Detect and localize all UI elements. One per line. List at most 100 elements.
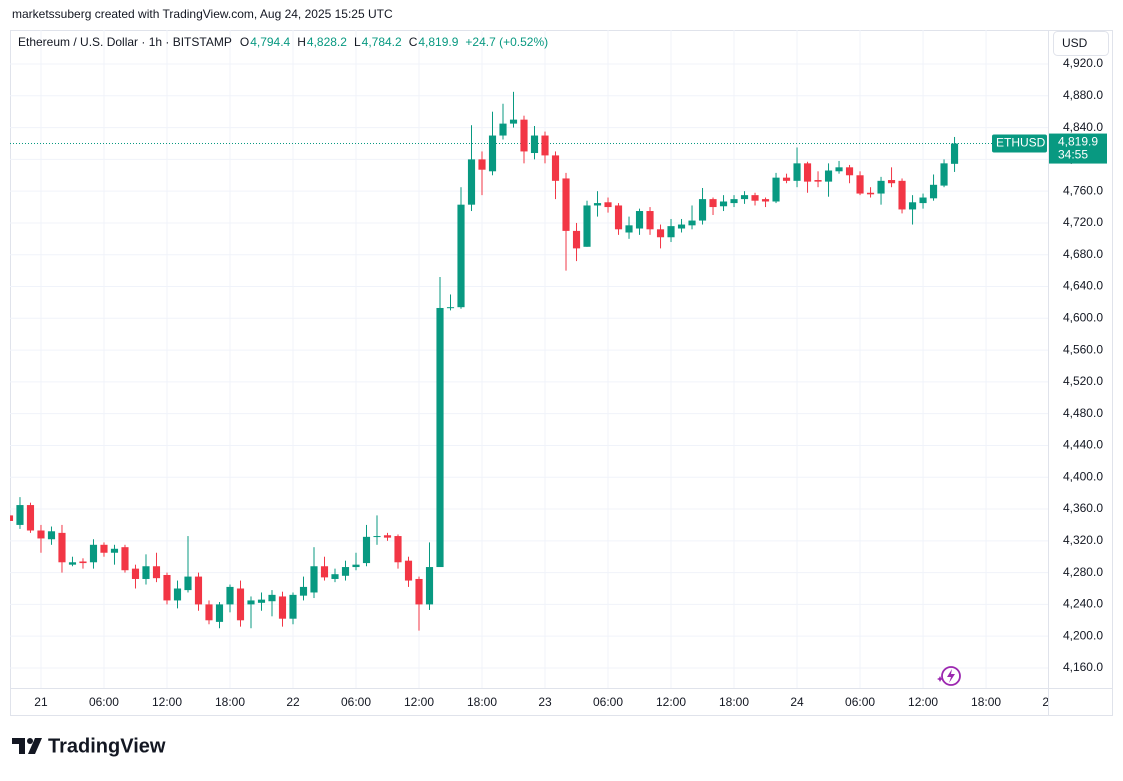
grid <box>10 30 1048 688</box>
brand-name: TradingView <box>48 735 166 757</box>
candle-body <box>730 199 738 204</box>
x-tick-label: 12:00 <box>404 695 434 709</box>
y-tick-label: 4,760.0 <box>1063 183 1103 197</box>
x-tick-label: 21 <box>34 695 48 709</box>
y-tick-label: 4,560.0 <box>1063 342 1103 356</box>
x-tick-label: 06:00 <box>89 695 119 709</box>
candle-body <box>194 576 203 605</box>
y-tick-label: 4,280.0 <box>1063 565 1103 579</box>
candle-body <box>37 530 45 539</box>
candle-body <box>404 560 413 581</box>
x-tick-label: 18:00 <box>971 695 1001 709</box>
candle-body <box>509 119 518 124</box>
candle-body <box>551 155 560 181</box>
candle-body <box>919 197 927 204</box>
x-tick-label: 06:00 <box>593 695 623 709</box>
currency-button-box[interactable] <box>1053 31 1109 56</box>
candle-body <box>677 224 686 229</box>
y-tick-label: 4,400.0 <box>1063 469 1103 483</box>
candle-body <box>950 143 959 164</box>
x-tick-label: 18:00 <box>215 695 245 709</box>
x-tick-label: 24 <box>790 695 804 709</box>
x-tick-label: 18:00 <box>467 695 497 709</box>
currency-button[interactable]: USD <box>1053 31 1109 56</box>
y-tick-label: 4,680.0 <box>1063 247 1103 261</box>
candle-body <box>635 211 644 229</box>
candle-body <box>425 567 434 605</box>
candle-body <box>436 307 444 568</box>
y-tick-label: 4,840.0 <box>1063 120 1103 134</box>
candle-body <box>10 515 14 521</box>
candle-body <box>593 203 602 206</box>
candle-body <box>446 307 455 309</box>
candle-body <box>478 159 486 170</box>
candle-body <box>845 167 854 176</box>
ohlc-value: 4,794.4 <box>250 35 290 49</box>
x-tick-label: 23 <box>538 695 552 709</box>
symbol-title: Ethereum / U.S. Dollar · 1h · BITSTAMP <box>18 35 232 49</box>
y-tick-label: 4,240.0 <box>1063 597 1103 611</box>
price-tag-label: 4,819.9 <box>1058 135 1098 149</box>
candle-body <box>740 195 749 200</box>
frame <box>10 30 1113 716</box>
candle-body <box>373 536 381 538</box>
candle-body <box>362 536 371 564</box>
ohlc-key: H <box>297 35 306 49</box>
candle-body <box>268 594 276 602</box>
candle-body <box>467 159 476 205</box>
candle-body <box>383 535 392 538</box>
ohlc-value: 4,819.9 <box>418 35 458 49</box>
countdown-label: 34:55 <box>1058 148 1088 162</box>
currency-label[interactable]: USD <box>1062 36 1088 50</box>
change-value: +24.7 (+0.52%) <box>465 35 548 49</box>
candle-body <box>803 163 812 182</box>
candle-body <box>751 195 759 201</box>
candle-body <box>898 180 906 210</box>
candle-body <box>131 568 140 579</box>
candle-body <box>583 205 591 247</box>
candle-body <box>331 574 339 579</box>
candle-body <box>929 184 938 199</box>
candle-body <box>415 578 423 605</box>
credit: marketssuberg created with TradingView.c… <box>12 7 393 21</box>
candle-body <box>184 576 192 591</box>
candle-body <box>341 567 350 576</box>
y-tick-label: 4,600.0 <box>1063 310 1103 324</box>
candle-body <box>856 175 864 194</box>
candle-body <box>719 201 728 207</box>
candle-body <box>530 135 539 154</box>
symbol-tag <box>992 134 1047 153</box>
candle-body <box>698 199 707 221</box>
x-tick-label: 12:00 <box>908 695 938 709</box>
x-tick-label: 12:00 <box>152 695 182 709</box>
candle-body <box>152 566 161 579</box>
candle-body <box>814 180 822 182</box>
candle-body <box>58 532 66 563</box>
candle-body <box>68 562 77 565</box>
y-tick-label: 4,160.0 <box>1063 660 1103 674</box>
candle-body <box>488 135 497 172</box>
candle-body <box>16 505 24 525</box>
candle-body <box>908 202 917 210</box>
candle-body <box>520 119 528 152</box>
candle-body <box>572 230 581 249</box>
candle-body <box>646 211 654 230</box>
candle-body <box>142 566 150 579</box>
candle-body <box>835 167 843 172</box>
y-tick-label: 4,360.0 <box>1063 501 1103 515</box>
candle-body <box>887 180 896 184</box>
candle-body <box>89 544 98 563</box>
candle-body <box>257 599 266 603</box>
x-tick-label: 25 <box>1042 695 1056 709</box>
y-tick-label: 4,520.0 <box>1063 374 1103 388</box>
candle-body <box>110 548 119 553</box>
price-tag <box>1049 133 1107 164</box>
y-tick-label: 4,440.0 <box>1063 438 1103 452</box>
y-tick-label: 4,640.0 <box>1063 279 1103 293</box>
candle-body <box>541 135 549 156</box>
candle-body <box>604 202 612 208</box>
candle-body <box>215 604 224 622</box>
candle-body <box>79 561 87 564</box>
ohlc-key: O <box>240 35 249 49</box>
x-tick-label: 18:00 <box>719 695 749 709</box>
